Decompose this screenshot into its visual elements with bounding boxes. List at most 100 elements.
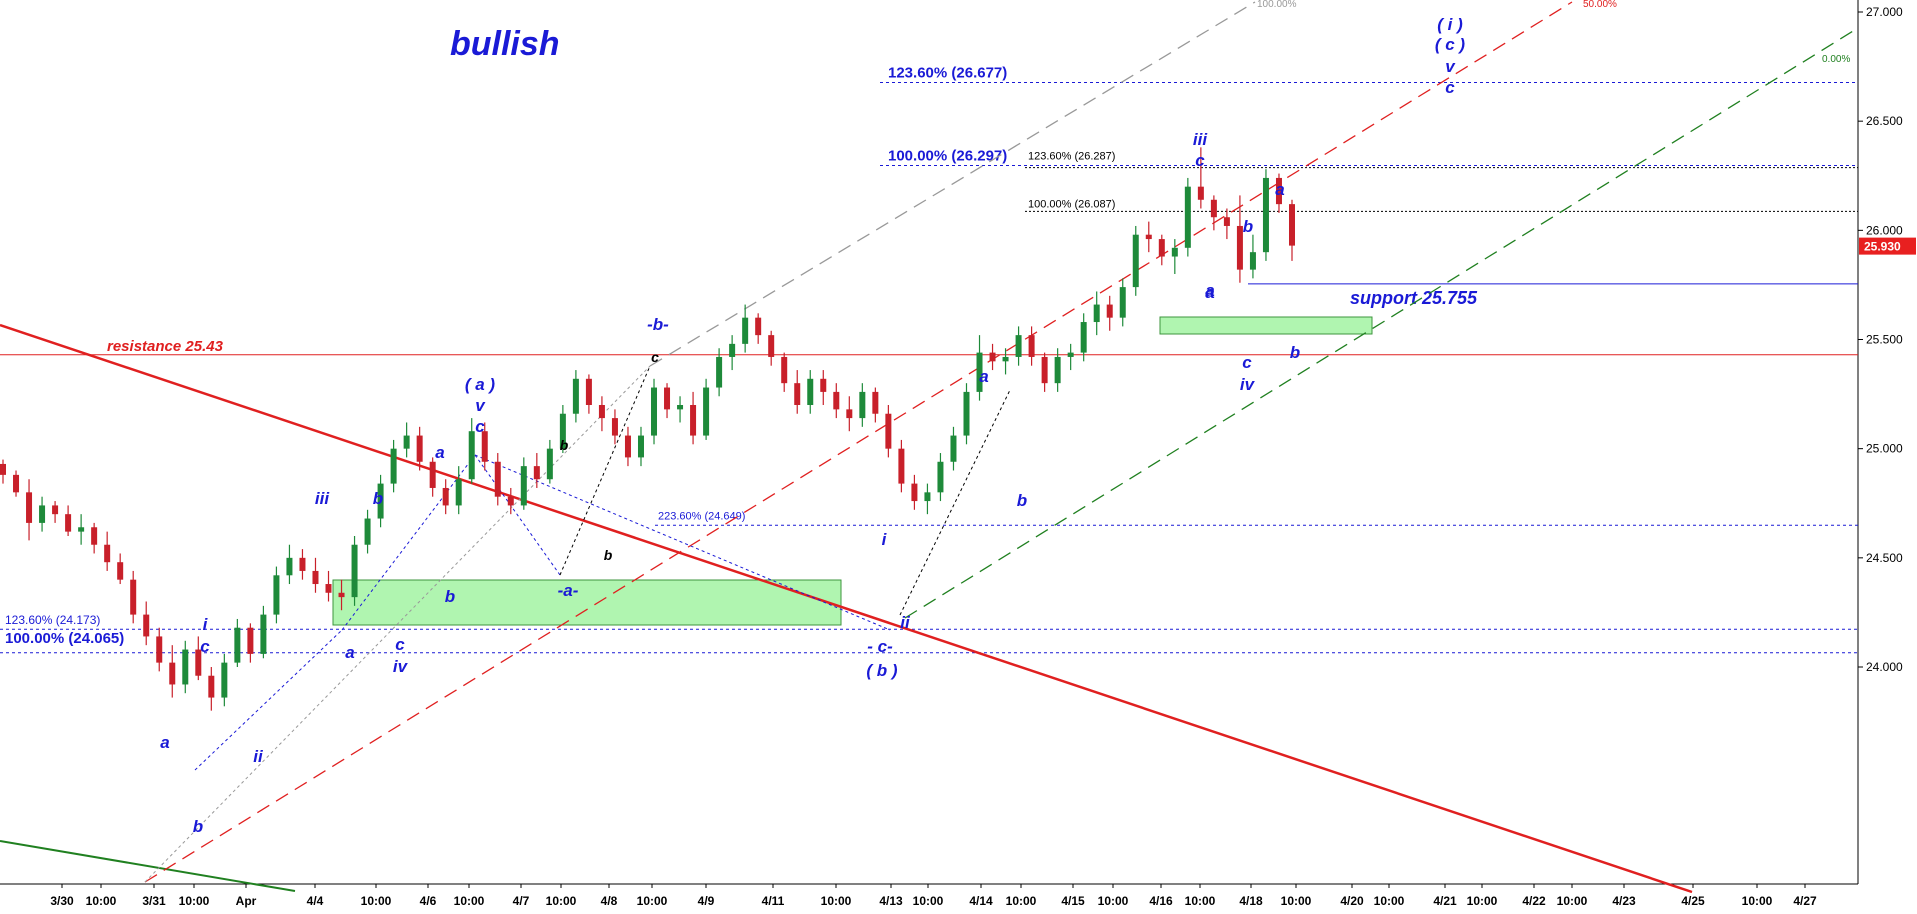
candle — [494, 461, 501, 497]
level-label-fib-123-24173: 123.60% (24.173) — [5, 613, 100, 627]
wave-label-19: b — [373, 489, 383, 508]
wave-label-28: ii — [253, 747, 264, 766]
candle — [377, 483, 384, 519]
candle — [1236, 225, 1243, 270]
wave-label-16: c — [475, 417, 485, 436]
candle — [690, 405, 697, 436]
wave-label-7: b — [1243, 217, 1253, 236]
wave-label-34: a — [1205, 281, 1214, 300]
candle — [234, 627, 241, 663]
candle — [1145, 234, 1152, 240]
candle — [664, 387, 671, 410]
candle — [26, 492, 33, 523]
candle — [1171, 247, 1178, 257]
candle — [221, 662, 228, 698]
candle — [1028, 335, 1035, 357]
candle — [768, 335, 775, 357]
red-downtrend — [0, 323, 1693, 894]
time-tick-label: 4/11 — [762, 894, 785, 908]
candle — [624, 435, 631, 458]
time-tick-label: 10:00 — [1098, 894, 1129, 908]
candle — [0, 463, 6, 475]
time-tick-label: 10:00 — [1006, 894, 1037, 908]
candle — [130, 579, 137, 615]
wave-label-26: a — [160, 733, 169, 752]
candle — [169, 662, 176, 685]
blue-wave-1 — [341, 454, 476, 631]
candle — [247, 627, 254, 654]
price-tick-label: 25.000 — [1866, 442, 1903, 456]
wave-label-6: a — [1275, 180, 1284, 199]
time-tick-label: 4/7 — [513, 894, 530, 908]
candle — [1262, 177, 1269, 253]
wave-label-2: v — [1445, 57, 1456, 76]
red-channel — [144, 1, 1573, 883]
candle — [117, 562, 124, 580]
candle — [911, 483, 918, 502]
candle — [1197, 186, 1204, 200]
trendlines: 100.00% 50.00% 0.00% — [0, 0, 1859, 894]
candle — [273, 575, 280, 615]
price-axis: 27.000 26.500 26.000 25.500 25.000 24.500 24.0… — [1858, 5, 1916, 674]
level-label-fib-223-24649: 223.60% (24.649) — [658, 510, 745, 522]
time-tick-label: Apr — [236, 894, 257, 908]
candle — [13, 474, 20, 493]
candle — [572, 378, 579, 414]
candle — [403, 435, 410, 449]
wave-label-3: c — [1445, 78, 1455, 97]
green-zone-1 — [332, 579, 842, 626]
black-wave-2 — [899, 389, 1011, 616]
time-axis: 3/30 10:00 3/31 10:00 Apr 4/4 10:00 4/6 10:00 4/7… — [50, 884, 1817, 908]
candle — [312, 570, 319, 585]
candle — [1041, 356, 1048, 384]
candle — [794, 383, 801, 405]
wave-label-24: i — [203, 615, 209, 634]
candle — [1249, 252, 1256, 270]
time-tick-label: 4/6 — [420, 894, 437, 908]
gray-channel-upper — [649, 1, 1256, 367]
candle — [729, 343, 736, 357]
time-tick-label: 4/20 — [1340, 894, 1364, 908]
candles — [0, 147, 1295, 711]
price-tick-label: 24.500 — [1866, 551, 1903, 565]
candle — [351, 544, 358, 598]
candle — [703, 387, 710, 436]
candle — [1067, 352, 1074, 357]
blue-wave-2 — [474, 454, 561, 576]
time-tick-label: 10:00 — [821, 894, 852, 908]
candle — [742, 317, 749, 344]
level-label-fib-100-26297: 100.00% (26.297) — [888, 147, 1007, 164]
candle — [52, 505, 59, 515]
channel-label-2: 0.00% — [1822, 54, 1850, 65]
candle — [390, 448, 397, 484]
candle — [807, 378, 814, 405]
candle — [1184, 186, 1191, 248]
candle — [1054, 356, 1061, 384]
time-tick-label: 3/31 — [142, 894, 166, 908]
candle — [1275, 177, 1282, 205]
price-tick-label: 27.000 — [1866, 5, 1903, 19]
level-label-fib-123-26287: 123.60% (26.287) — [1028, 151, 1115, 163]
candle — [1080, 322, 1087, 353]
time-tick-label: 4/9 — [698, 894, 715, 908]
time-tick-label: 10:00 — [1281, 894, 1312, 908]
candle — [1289, 204, 1295, 246]
time-tick-label: 10:00 — [86, 894, 117, 908]
chart-title: bullish — [450, 25, 560, 63]
candle — [286, 557, 293, 576]
candle — [651, 387, 658, 436]
candle — [820, 378, 827, 392]
price-tick-label: 24.000 — [1866, 660, 1903, 674]
level-label-fib-100-26087: 100.00% (26.087) — [1028, 198, 1115, 210]
candle — [260, 614, 267, 654]
candle — [520, 466, 527, 506]
candle — [677, 405, 684, 410]
wave-label-29: -a- — [558, 581, 579, 600]
candle — [507, 496, 514, 506]
time-tick-label: 10:00 — [361, 894, 392, 908]
candle — [546, 448, 553, 480]
horizontal-levels: 123.60% (26.677) 100.00% (26.297) 123.60% … — [0, 65, 1858, 654]
candle — [937, 461, 944, 493]
wave-label-5: c — [1195, 151, 1205, 170]
